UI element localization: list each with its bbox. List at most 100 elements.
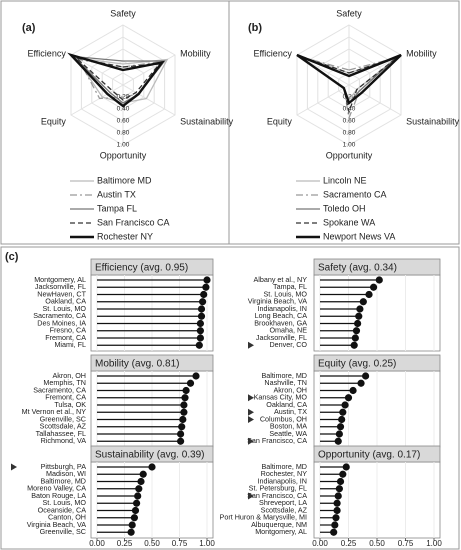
lollipop-dot [203, 276, 211, 284]
category-label: Akron, OH [273, 385, 307, 394]
lollipop-dot [336, 477, 345, 486]
lollipop-dot [357, 379, 365, 387]
category-label: Greenville, SC [40, 414, 86, 423]
category-label: Port Huron & Marysville, MI [220, 513, 307, 522]
highlight-arrow [11, 463, 17, 471]
lollipop-dot [180, 408, 188, 416]
legend-label: Austin TX [97, 189, 136, 199]
x-tick-label: 0.00 [312, 539, 328, 548]
lollipop-dot [365, 290, 373, 299]
legend-label: Lincoln NE [323, 175, 367, 185]
legend-label: Rochester NY [97, 231, 153, 241]
category-label: Albany et al., NY [253, 275, 307, 284]
lollipop-dot [196, 319, 204, 328]
axis-label: Mobility [180, 48, 211, 58]
category-label: Montgomery, AL [34, 275, 86, 284]
category-label: Virginia Beach, VA [248, 297, 307, 306]
lollipop-dot [148, 463, 156, 471]
highlight-arrow [248, 492, 254, 500]
lollipop-dot [369, 283, 378, 291]
category-label: Des Moines, IA [37, 318, 86, 327]
panel-title: Efficiency (avg. 0.95) [95, 263, 188, 274]
category-label: Jacksonville, FL [35, 282, 86, 291]
lollipop-dot [350, 341, 358, 349]
legend-label: Newport News VA [323, 231, 395, 241]
x-tick-label: 0.50 [144, 539, 160, 548]
category-label: Memphis, TN [43, 378, 86, 387]
lollipop-dot [127, 528, 135, 536]
category-label: Oakland, CA [45, 297, 86, 306]
axis-label: Efficiency [27, 48, 66, 58]
r-tick-label: 0.80 [343, 130, 356, 137]
panel-title: Sustainability (avg. 0.39) [95, 450, 205, 461]
category-label: San Francisco, CA [247, 491, 307, 500]
lollipop-dot [133, 499, 141, 507]
category-label: Boston, MA [270, 422, 307, 431]
category-label: San Francisco, CA [247, 436, 307, 445]
category-label: Sacramento, CA [33, 385, 86, 394]
category-label: Greenville, SC [40, 527, 86, 536]
spoke [348, 84, 402, 116]
lollipop-dot [332, 514, 340, 522]
highlight-arrow [248, 394, 254, 402]
lollipop-dot [195, 341, 203, 349]
category-label: Mt Vernon et al., NY [22, 407, 87, 416]
spoke [70, 84, 124, 116]
category-label: St. Petersburg, FL [249, 484, 307, 493]
r-tick-label: 0.60 [343, 118, 356, 125]
legend-label: Toledo OH [323, 203, 366, 213]
lollipop-dot [331, 521, 339, 529]
lollipop-dot [200, 290, 208, 299]
r-tick-label: 1.00 [343, 142, 356, 149]
category-label: Kansas City, MO [254, 393, 308, 402]
x-tick-label: 1.00 [426, 539, 442, 548]
lollipop-dot [181, 394, 189, 402]
r-tick-label: 0.20 [117, 94, 130, 101]
r-tick-label: 0.80 [117, 130, 130, 137]
legend-label: San Francisco CA [97, 217, 170, 227]
category-label: Columbus, OH [260, 414, 307, 423]
lollipop-dot [186, 379, 195, 387]
category-label: Long Beach, CA [255, 311, 308, 320]
lollipop-dot [134, 492, 142, 500]
x-tick-label: 0.00 [89, 539, 105, 548]
lollipop-dot [192, 372, 200, 380]
category-label: Indianapolis, IN [257, 476, 307, 485]
category-label: Jacksonville, FL [256, 333, 307, 342]
lollipop-dot [355, 312, 363, 320]
lollipop-dot [342, 463, 350, 471]
lollipop-dot [137, 477, 145, 486]
lollipop-dot [180, 401, 188, 409]
lollipop-dot [199, 298, 207, 306]
lollipop-dot [341, 401, 349, 409]
axis-label: Sustainability [406, 116, 460, 126]
x-tick-label: 0.50 [369, 539, 385, 548]
highlight-arrow [248, 437, 254, 445]
category-label: Fresno, CA [50, 326, 87, 335]
lollipop-dot [362, 372, 370, 380]
lollipop-dot [135, 485, 143, 493]
legend-label: Spokane WA [323, 217, 375, 227]
r-tick-label: 0.40 [117, 106, 130, 113]
category-label: Pittsburgh, PA [41, 462, 87, 471]
category-label: Nashville, TN [264, 378, 307, 387]
category-label: Baton Rouge, LA [31, 491, 86, 500]
lollipop-dot [179, 415, 187, 424]
lollipop-dot [197, 305, 206, 313]
lollipop-dot [354, 319, 362, 328]
category-label: Oakland, CA [266, 400, 307, 409]
spoke [122, 84, 176, 116]
r-tick-label: 0.20 [343, 94, 356, 101]
lollipop-dot [182, 386, 190, 395]
category-label: St. Louis, MO [263, 289, 307, 298]
lollipop-dot [349, 386, 357, 395]
category-label: Baltimore, MD [261, 371, 307, 380]
lollipop-dot [330, 528, 338, 536]
category-label: Rochester, NY [261, 469, 308, 478]
lollipop-dot [196, 334, 204, 342]
category-label: Fremont, CA [45, 393, 86, 402]
highlight-arrow [248, 408, 254, 416]
x-tick-label: 0.25 [341, 539, 357, 548]
lollipop-dot [344, 394, 353, 402]
panel-frame [0, 246, 460, 550]
